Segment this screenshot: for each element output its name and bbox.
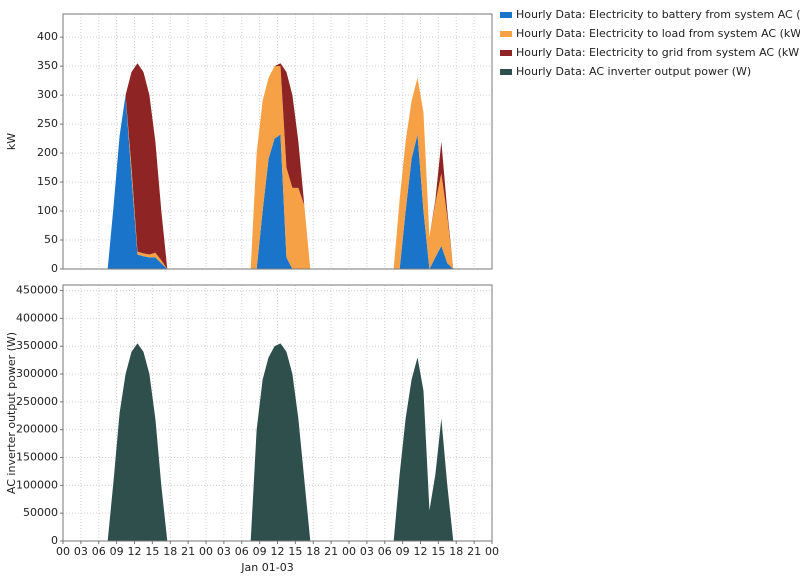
x-tick-label: 00 <box>199 545 213 558</box>
y-tick-label: 100 <box>37 204 58 217</box>
legend-label: Hourly Data: AC inverter output power (W… <box>516 65 751 78</box>
y-tick-label: 400 <box>37 30 58 43</box>
x-tick-label: 15 <box>431 545 445 558</box>
x-tick-label: 00 <box>485 545 499 558</box>
x-tick-label: 03 <box>74 545 88 558</box>
legend-swatch <box>500 50 512 56</box>
y-tick-label: 200000 <box>16 423 58 436</box>
x-tick-label: 09 <box>396 545 410 558</box>
x-tick-label: 06 <box>235 545 249 558</box>
y-tick-label: 0 <box>51 262 58 275</box>
x-tick-label: 21 <box>324 545 338 558</box>
legend-label: Hourly Data: Electricity to battery from… <box>516 8 800 21</box>
x-tick-label: 03 <box>360 545 374 558</box>
y-tick-label: 300000 <box>16 367 58 380</box>
x-tick-label: 00 <box>56 545 70 558</box>
y-tick-label: 100000 <box>16 478 58 491</box>
legend-swatch <box>500 12 512 18</box>
legend-swatch <box>500 69 512 75</box>
y-axis-label: kW <box>5 133 18 150</box>
x-tick-label: 18 <box>163 545 177 558</box>
x-tick-label: 06 <box>92 545 106 558</box>
x-tick-label: 21 <box>181 545 195 558</box>
area <box>65 66 490 269</box>
x-tick-label: 09 <box>110 545 124 558</box>
y-tick-label: 300 <box>37 88 58 101</box>
y-tick-label: 450000 <box>16 284 58 297</box>
y-tick-label: 350000 <box>16 339 58 352</box>
y-tick-label: 400000 <box>16 311 58 324</box>
x-tick-label: 12 <box>271 545 285 558</box>
legend-label: Hourly Data: Electricity to grid from sy… <box>516 46 800 59</box>
y-tick-label: 150 <box>37 175 58 188</box>
y-tick-label: 250000 <box>16 395 58 408</box>
y-tick-label: 150000 <box>16 451 58 464</box>
x-tick-label: 21 <box>467 545 481 558</box>
x-tick-label: 00 <box>342 545 356 558</box>
x-tick-label: 12 <box>414 545 428 558</box>
x-tick-label: 12 <box>128 545 142 558</box>
x-tick-label: 15 <box>145 545 159 558</box>
area <box>65 343 490 541</box>
legend-label: Hourly Data: Electricity to load from sy… <box>516 27 800 40</box>
y-tick-label: 50000 <box>23 506 58 519</box>
x-axis-label: Jan 01-03 <box>240 561 293 574</box>
area <box>65 63 490 269</box>
y-tick-label: 250 <box>37 117 58 130</box>
y-tick-label: 0 <box>51 534 58 547</box>
x-tick-label: 03 <box>217 545 231 558</box>
legend-swatch <box>500 31 512 37</box>
x-tick-label: 18 <box>449 545 463 558</box>
x-tick-label: 09 <box>253 545 267 558</box>
y-axis-label: AC inverter output power (W) <box>5 332 18 494</box>
y-tick-label: 200 <box>37 146 58 159</box>
x-tick-label: 06 <box>378 545 392 558</box>
x-tick-label: 18 <box>306 545 320 558</box>
y-tick-label: 350 <box>37 59 58 72</box>
area <box>65 95 490 270</box>
plot-frame <box>62 13 493 270</box>
x-tick-label: 15 <box>288 545 302 558</box>
y-tick-label: 50 <box>44 233 58 246</box>
